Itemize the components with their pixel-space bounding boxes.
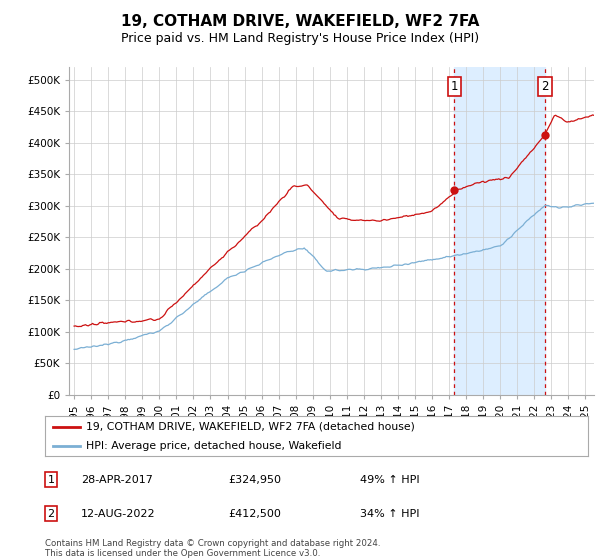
Text: Price paid vs. HM Land Registry's House Price Index (HPI): Price paid vs. HM Land Registry's House … xyxy=(121,32,479,45)
Text: 28-APR-2017: 28-APR-2017 xyxy=(81,475,153,485)
Text: 34% ↑ HPI: 34% ↑ HPI xyxy=(360,508,419,519)
Text: £324,950: £324,950 xyxy=(228,475,281,485)
Text: HPI: Average price, detached house, Wakefield: HPI: Average price, detached house, Wake… xyxy=(86,441,341,450)
Text: 19, COTHAM DRIVE, WAKEFIELD, WF2 7FA (detached house): 19, COTHAM DRIVE, WAKEFIELD, WF2 7FA (de… xyxy=(86,422,415,432)
Text: £412,500: £412,500 xyxy=(228,508,281,519)
Text: Contains HM Land Registry data © Crown copyright and database right 2024.
This d: Contains HM Land Registry data © Crown c… xyxy=(45,539,380,558)
Text: 49% ↑ HPI: 49% ↑ HPI xyxy=(360,475,419,485)
Text: 1: 1 xyxy=(47,475,55,485)
Text: 1: 1 xyxy=(451,80,458,92)
Bar xyxy=(454,67,545,395)
Text: 2: 2 xyxy=(47,508,55,519)
Text: 12-AUG-2022: 12-AUG-2022 xyxy=(81,508,155,519)
Text: 19, COTHAM DRIVE, WAKEFIELD, WF2 7FA: 19, COTHAM DRIVE, WAKEFIELD, WF2 7FA xyxy=(121,14,479,29)
Text: 2: 2 xyxy=(541,80,548,92)
